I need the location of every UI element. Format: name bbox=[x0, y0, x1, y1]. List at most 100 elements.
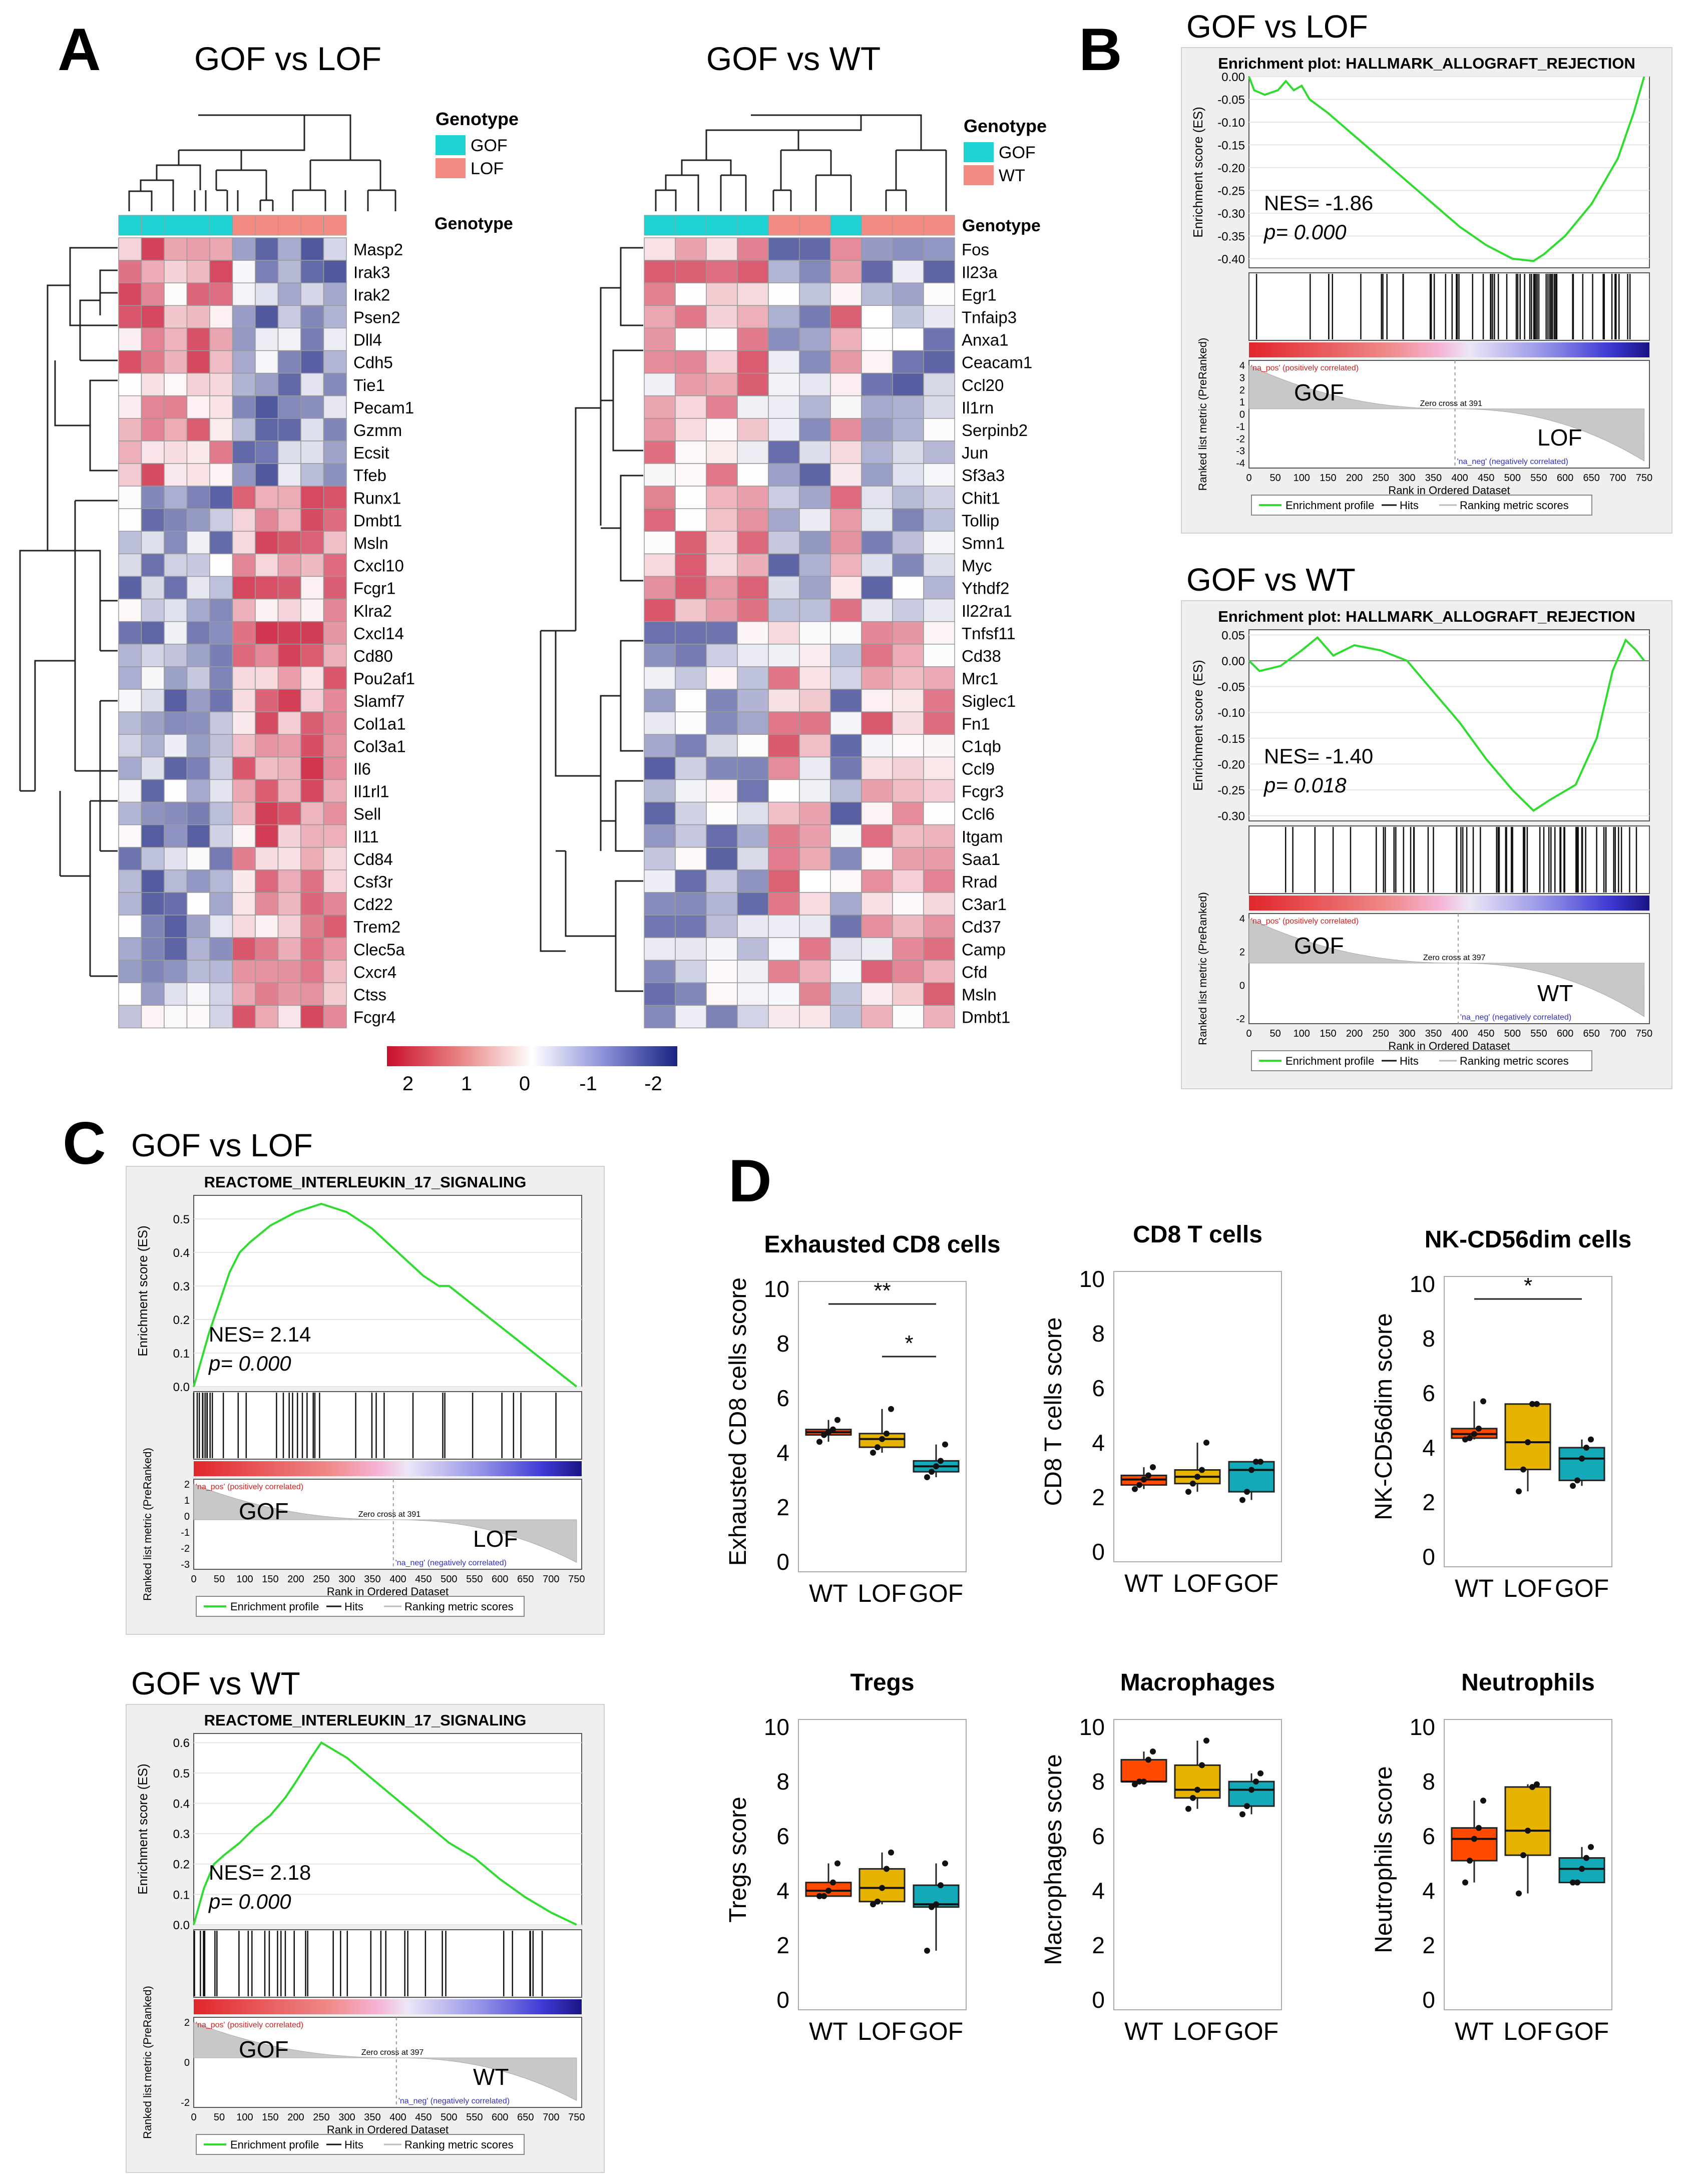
heatmap-cell bbox=[892, 237, 924, 261]
boxplot-title: NK-CD56dim cells bbox=[1425, 1226, 1631, 1253]
heatmap-cell bbox=[232, 1005, 256, 1029]
gene-label: Cd37 bbox=[962, 918, 1001, 936]
x-tick-label: WT bbox=[1455, 2017, 1494, 2045]
heatmap-cell bbox=[675, 531, 707, 555]
heatmap-cell bbox=[768, 486, 800, 509]
gene-label: Gzmm bbox=[353, 421, 402, 440]
rank-axis-label: Rank in Ordered Dataset bbox=[327, 2123, 449, 2136]
heatmap-cell bbox=[675, 576, 707, 600]
gene-label: Psen2 bbox=[353, 308, 400, 326]
genotype-cell bbox=[706, 215, 738, 236]
heatmap-cell bbox=[923, 982, 955, 1006]
legend-profile-label: Enrichment profile bbox=[230, 2138, 319, 2151]
heatmap-cell bbox=[118, 982, 142, 1006]
legend2-label-gof: GOF bbox=[999, 143, 1036, 162]
rank-tick-label: 400 bbox=[1451, 1028, 1468, 1039]
heatmap-cell bbox=[277, 869, 301, 893]
es-tick-label: 0.05 bbox=[1221, 629, 1245, 642]
data-point bbox=[1145, 1757, 1151, 1763]
heatmap-cell bbox=[892, 915, 924, 938]
heatmap-cell bbox=[923, 531, 955, 555]
heatmap-cell bbox=[830, 486, 862, 509]
heatmap-cell bbox=[675, 237, 707, 261]
heatmap-cell bbox=[768, 937, 800, 961]
heatmap-cell bbox=[830, 666, 862, 690]
metric-tick-label: 2 bbox=[1239, 947, 1245, 958]
y-tick-label: 0 bbox=[1092, 1539, 1105, 1565]
heatmap-cell bbox=[232, 372, 256, 396]
gene-label: Dll4 bbox=[353, 331, 382, 349]
data-point bbox=[933, 1901, 939, 1908]
x-tick-label: GOF bbox=[1555, 2017, 1609, 2045]
y-tick-label: 0 bbox=[1422, 1544, 1435, 1570]
na-neg-label: 'na_neg' (negatively correlated) bbox=[1460, 1013, 1571, 1022]
data-point bbox=[1203, 1440, 1209, 1446]
legend-hits-label: Hits bbox=[344, 2138, 363, 2151]
data-point bbox=[879, 1436, 885, 1442]
heatmap-cell bbox=[141, 598, 165, 622]
neg-group-label: LOF bbox=[1537, 424, 1582, 451]
gene-label: Il11 bbox=[353, 827, 379, 846]
heatmap-cell bbox=[861, 531, 893, 555]
heatmap-cell bbox=[706, 937, 738, 961]
heatmap-title-gof-lof: GOF vs LOF bbox=[194, 40, 381, 77]
heatmap-cell bbox=[118, 553, 142, 577]
rank-tick-label: 750 bbox=[1636, 473, 1652, 484]
y-tick-label: 10 bbox=[764, 1276, 789, 1302]
y-tick-label: 6 bbox=[1092, 1823, 1105, 1849]
rank-tick-label: 650 bbox=[517, 2112, 534, 2123]
x-tick-label: WT bbox=[1124, 2017, 1163, 2045]
rank-tick-label: 300 bbox=[1399, 473, 1415, 484]
heatmap-cell bbox=[277, 711, 301, 735]
y-tick-label: 4 bbox=[1422, 1878, 1435, 1904]
genotype-cell bbox=[323, 215, 347, 236]
heatmap-cell bbox=[164, 327, 188, 351]
heatmap-cell bbox=[737, 237, 769, 261]
heatmap-cell bbox=[209, 305, 233, 329]
gene-label: Msln bbox=[962, 985, 997, 1004]
heatmap-cell bbox=[706, 644, 738, 667]
heatmap-cell bbox=[737, 711, 769, 735]
heatmap-cell bbox=[737, 734, 769, 758]
gene-label: Runx1 bbox=[353, 489, 401, 507]
gene-label: Ctss bbox=[353, 985, 386, 1004]
heatmap-cell bbox=[799, 982, 831, 1006]
box-lof bbox=[1504, 1403, 1551, 1471]
heatmap-cell bbox=[644, 305, 676, 329]
heatmap-cell bbox=[141, 621, 165, 645]
heatmap-cell bbox=[277, 1005, 301, 1029]
data-point bbox=[1520, 1466, 1526, 1473]
significance-label: * bbox=[1524, 1273, 1532, 1298]
heatmap-cell bbox=[323, 621, 347, 645]
metric-tick-label: 0 bbox=[1239, 409, 1245, 420]
heatmap-cell bbox=[706, 463, 738, 487]
data-point bbox=[875, 1444, 881, 1451]
heatmap-cell bbox=[255, 237, 279, 261]
gene-label: Cdh5 bbox=[353, 353, 393, 372]
heatmap-cell bbox=[186, 960, 210, 984]
heatmap-cell bbox=[768, 846, 800, 871]
y-axis-label: CD8 T cells score bbox=[1040, 1317, 1067, 1506]
heatmap-cell bbox=[923, 892, 955, 916]
heatmap-cell bbox=[892, 621, 924, 645]
rank-tick-label: 350 bbox=[364, 2112, 380, 2123]
heatmap-cell bbox=[861, 666, 893, 690]
heatmap-cell bbox=[118, 666, 142, 690]
x-tick-label: WT bbox=[1455, 1574, 1494, 1602]
heatmap-cell bbox=[300, 372, 324, 396]
heatmap-cell bbox=[300, 666, 324, 690]
heatmap-cell bbox=[768, 350, 800, 374]
heatmap-cell bbox=[675, 869, 707, 893]
heatmap-cell bbox=[768, 418, 800, 442]
heatmap-cell bbox=[892, 689, 924, 712]
y-axis-label: NK-CD56dim score bbox=[1371, 1313, 1397, 1520]
rank-tick-label: 0 bbox=[1246, 1028, 1251, 1039]
heatmap-cell bbox=[799, 486, 831, 509]
data-point bbox=[1145, 1472, 1151, 1479]
heatmap-cell bbox=[644, 801, 676, 825]
heatmap-cell bbox=[300, 553, 324, 577]
heatmap-cell bbox=[141, 441, 165, 464]
es-panel bbox=[193, 1733, 582, 1925]
heatmap-cell bbox=[799, 553, 831, 577]
heatmap-cell bbox=[799, 937, 831, 961]
